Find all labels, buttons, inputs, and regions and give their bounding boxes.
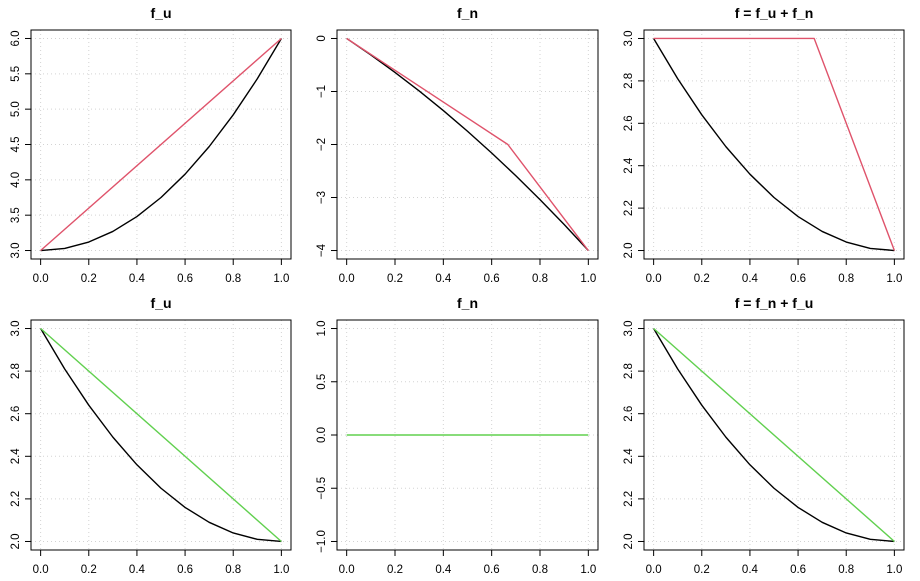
panel-6: 0.0 0.2 0.4 0.6 0.8 1.0 2.0 2.2 2.4 2.6 2.8 3.0 f = … <box>623 295 905 576</box>
y-tick-label: 0.5 <box>316 374 328 390</box>
plot-frame <box>643 319 905 551</box>
x-tick-label: 1.0 <box>886 273 902 285</box>
y-tick-label: 3.0 <box>623 321 635 337</box>
x-tick-label: 0.2 <box>694 273 710 285</box>
x-tick-label: 1.0 <box>580 273 596 285</box>
y-tick-label: 2.0 <box>623 243 635 259</box>
series-piecewise <box>653 37 896 251</box>
panel-3: 0.0 0.2 0.4 0.6 0.8 1.0 2.0 2.2 2.4 2.6 2.8 3.0 f = … <box>623 5 905 285</box>
y-tick-label: 5.0 <box>10 101 22 117</box>
panel-1: 0.0 0.2 0.4 0.6 0.8 1.0 3.0 3.5 4.0 4.5 5.0 5.5 6.0 f… <box>10 5 292 285</box>
x-tick-label: 1.0 <box>273 273 289 285</box>
x-tick-label: 0.4 <box>129 273 146 285</box>
x-tick-label: 0.8 <box>225 273 241 285</box>
x-tick-label: 1.0 <box>580 564 596 576</box>
y-tick-label: 3.5 <box>10 207 22 223</box>
y-tick-label: 2.6 <box>10 406 22 422</box>
y-tick-label: 2.6 <box>623 406 635 422</box>
x-tick-label: 0.2 <box>81 273 97 285</box>
x-tick-label: 0.4 <box>435 564 452 576</box>
y-tick-label: 5.5 <box>10 66 22 82</box>
plot-frame <box>643 29 905 260</box>
x-tick-label: 0.6 <box>790 273 806 285</box>
y-tick-label: 3.0 <box>623 30 635 46</box>
y-tick-label: 2.4 <box>10 448 22 465</box>
series-curve <box>40 38 282 252</box>
y-tick-label: 3.0 <box>10 321 22 337</box>
x-tick-label: 0.4 <box>742 273 759 285</box>
y-tick-label: −2 <box>316 138 328 151</box>
y-tick-label: 2.6 <box>623 115 635 131</box>
x-tick-label: 0.2 <box>387 564 403 576</box>
panel-title: f = f_u + f_n <box>735 5 814 21</box>
x-tick-label: 0.8 <box>838 564 854 576</box>
x-tick-label: 0.6 <box>177 273 193 285</box>
series-linear <box>40 37 282 252</box>
series-linear <box>653 327 895 543</box>
x-tick-label: 0.8 <box>532 564 548 576</box>
x-tick-label: 0.6 <box>484 564 500 576</box>
panel-title: f_n <box>457 295 478 311</box>
series-curve <box>346 37 589 251</box>
x-tick-label: 0.0 <box>646 273 662 285</box>
panel-title: f_u <box>151 295 172 311</box>
y-tick-label: −1 <box>316 85 328 98</box>
x-tick-label: 0.0 <box>339 273 355 285</box>
x-tick-label: 1.0 <box>273 564 289 576</box>
y-tick-label: 0.0 <box>316 427 328 443</box>
y-tick-label: −3 <box>316 191 328 204</box>
x-tick-label: 0.8 <box>225 564 241 576</box>
y-tick-label: 2.2 <box>623 200 635 216</box>
x-tick-label: 0.4 <box>435 273 452 285</box>
x-tick-label: 0.2 <box>387 273 403 285</box>
series-curve <box>653 328 895 543</box>
panel-title: f = f_n + f_u <box>735 295 814 311</box>
y-tick-label: 2.0 <box>10 533 22 549</box>
y-tick-label: −1.0 <box>316 530 328 553</box>
y-tick-label: 2.4 <box>623 448 635 465</box>
x-tick-label: 0.6 <box>177 564 193 576</box>
y-tick-label: 2.8 <box>10 363 22 379</box>
y-tick-label: 2.4 <box>623 157 635 174</box>
y-tick-label: 2.2 <box>10 491 22 507</box>
x-tick-label: 0.0 <box>33 273 49 285</box>
x-tick-label: 0.2 <box>81 564 97 576</box>
x-tick-label: 0.4 <box>742 564 759 576</box>
x-tick-label: 0.6 <box>484 273 500 285</box>
y-tick-label: 6.0 <box>10 30 22 46</box>
x-tick-label: 0.2 <box>694 564 710 576</box>
series-linear <box>40 327 282 543</box>
x-tick-label: 0.6 <box>790 564 806 576</box>
x-tick-label: 0.0 <box>646 564 662 576</box>
x-tick-label: 0.0 <box>33 564 49 576</box>
y-tick-label: 3.0 <box>10 243 22 259</box>
y-tick-label: 2.2 <box>623 491 635 507</box>
y-tick-label: −0.5 <box>316 477 328 500</box>
y-tick-label: −4 <box>316 243 328 257</box>
plot-frame <box>30 319 292 551</box>
y-tick-label: 0 <box>316 35 328 41</box>
panel-2: 0.0 0.2 0.4 0.6 0.8 1.0 0 −1 −2 −3 −4 f_n <box>316 5 599 285</box>
panel-title: f_u <box>151 5 172 21</box>
y-tick-label: 4.0 <box>10 172 22 188</box>
y-tick-label: 2.0 <box>623 533 635 549</box>
panel-4: 0.0 0.2 0.4 0.6 0.8 1.0 2.0 2.2 2.4 2.6 2.8 3.0 f_u <box>10 295 292 576</box>
x-tick-label: 0.8 <box>532 273 548 285</box>
panel-5: 0.0 0.2 0.4 0.6 0.8 1.0 −1.0 −0.5 0.0 0.5 1.0 f_n <box>316 295 599 576</box>
panel-title: f_n <box>457 5 478 21</box>
x-tick-label: 0.8 <box>838 273 854 285</box>
y-tick-label: 1.0 <box>316 321 328 337</box>
x-tick-label: 0.4 <box>129 564 146 576</box>
x-tick-label: 0.0 <box>339 564 355 576</box>
series-curve <box>40 328 282 543</box>
x-tick-label: 1.0 <box>886 564 902 576</box>
y-tick-label: 2.8 <box>623 73 635 89</box>
series-piecewise <box>346 37 589 251</box>
series-curve <box>653 38 895 252</box>
y-tick-label: 2.8 <box>623 363 635 379</box>
y-tick-label: 4.5 <box>10 137 22 153</box>
